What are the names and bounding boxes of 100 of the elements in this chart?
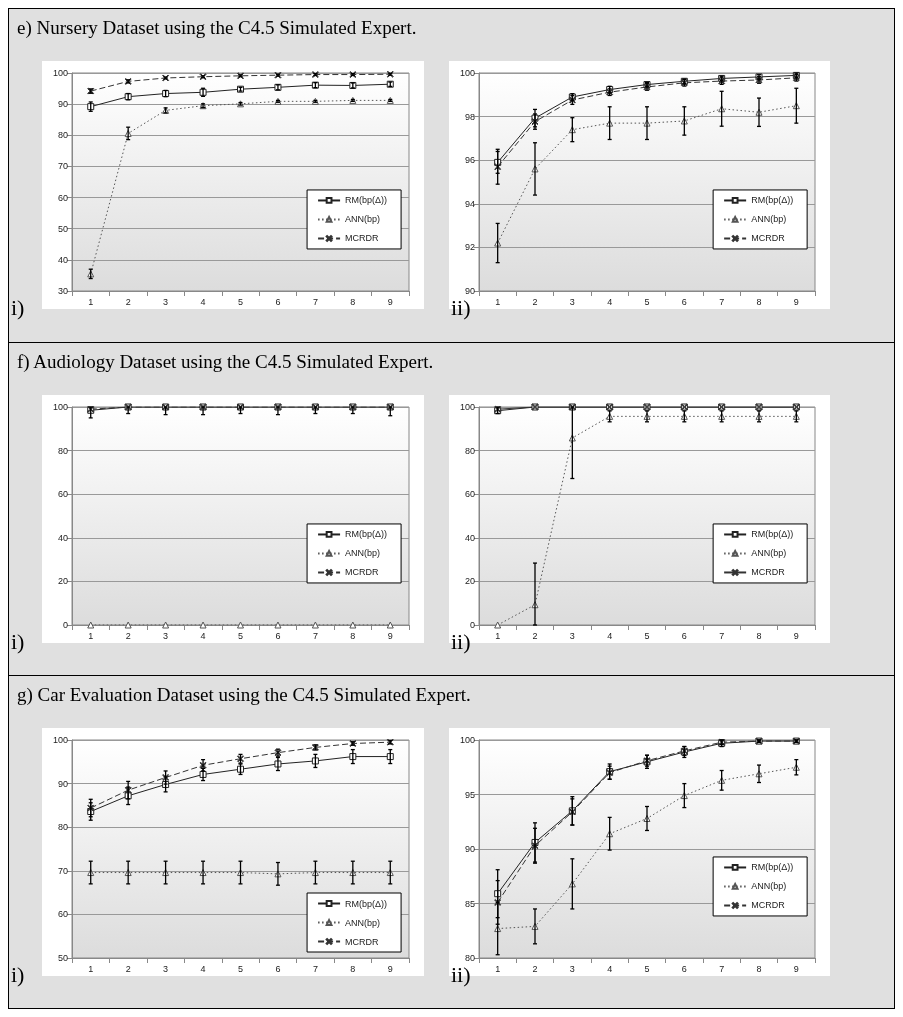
x-tick-label: 4 [200,963,206,974]
x-tick-label: 1 [495,296,501,307]
legend-label: MCRDR [751,233,786,244]
legend-label: ANN(bp) [751,548,787,559]
x-tick-label: 5 [644,296,650,307]
x-tick-label: 5 [644,963,650,974]
x-tick-label: 6 [681,296,687,307]
x-tick-label: 6 [275,296,281,307]
y-tick-label: 70 [57,161,68,172]
x-tick-label: 8 [350,296,356,307]
x-tick-label: 7 [719,296,725,307]
x-tick-label: 9 [387,630,393,641]
y-tick-label: 100 [52,735,68,745]
x-tick-label: 5 [237,963,244,974]
legend-label: RM(bp(Δ)) [345,898,388,909]
chart-title: g) Car Evaluation Dataset using the C4.5 Simulated Expert. [17,684,471,706]
y-tick-label: 80 [57,130,68,141]
y-tick-label: 100 [459,68,475,78]
y-tick-label: 90 [57,778,68,789]
y-tick-label: 30 [57,286,68,296]
x-tick-label: 3 [163,963,169,974]
x-tick-label: 8 [350,963,356,974]
x-tick-label: 9 [387,963,393,974]
x-tick-label: 9 [793,963,799,974]
y-tick-label: 0 [469,620,475,630]
x-tick-label: 6 [681,963,687,974]
x-tick-label: 7 [312,963,318,974]
x-tick-label: 8 [756,630,762,641]
legend-label: MCRDR [751,900,786,911]
legend-label: MCRDR [751,567,786,578]
y-tick-label: 60 [57,909,68,920]
x-tick-label: 9 [793,296,799,307]
y-tick-label: 60 [464,489,475,500]
x-tick-label: 6 [275,630,281,641]
y-tick-label: 94 [464,198,475,209]
legend-label: ANN(bp) [751,881,787,892]
x-tick-label: 2 [532,630,538,641]
legend-label: RM(bp(Δ)) [345,195,388,206]
legend-label: RM(bp(Δ)) [751,862,794,873]
y-tick-label: 95 [464,789,475,800]
x-tick-label: 2 [125,630,131,641]
y-tick-label: 92 [464,242,475,253]
y-tick-label: 90 [57,99,68,110]
y-tick-label: 80 [57,822,68,833]
y-tick-label: 90 [464,844,475,854]
x-tick-label: 9 [387,296,393,307]
y-tick-label: 40 [57,532,68,543]
y-tick-label: 80 [464,445,475,456]
x-tick-label: 6 [681,630,687,641]
x-tick-label: 1 [88,963,94,974]
x-tick-label: 7 [312,630,318,641]
x-tick-label: 4 [200,630,206,641]
legend-label: ANN(bp) [345,917,381,928]
x-tick-label: 5 [644,630,650,641]
x-tick-label: 1 [495,963,501,974]
x-tick-label: 5 [237,296,244,307]
legend-label: RM(bp(Δ)) [751,529,794,540]
y-tick-label: 100 [52,68,68,78]
y-tick-label: 70 [57,865,68,876]
chart-title: e) Nursery Dataset using the C4.5 Simulated Expert. [17,17,417,39]
y-tick-label: 60 [57,192,68,203]
text: i) [11,295,25,321]
legend-label: RM(bp(Δ)) [751,195,794,206]
y-tick-label: 20 [464,576,475,587]
y-tick-label: 96 [464,155,475,166]
x-tick-label: 3 [569,296,575,307]
x-tick-label: 4 [607,296,613,307]
y-tick-label: 20 [57,576,68,587]
x-tick-label: 2 [532,963,538,974]
x-tick-label: 2 [125,963,131,974]
x-tick-label: 4 [607,630,613,641]
x-tick-label: 7 [719,963,725,974]
text: ii) [451,962,471,988]
x-tick-label: 4 [200,296,206,307]
x-tick-label: 2 [532,296,538,307]
x-tick-label: 1 [495,630,501,641]
y-tick-label: 90 [464,286,475,296]
x-tick-label: 7 [312,296,318,307]
x-tick-label: 8 [350,630,356,641]
chart-title: f) Audiology Dataset using the C4.5 Simulated Expert. [17,351,434,373]
y-tick-label: 80 [464,953,475,963]
y-tick-label: 100 [459,402,475,412]
legend-label: RM(bp(Δ)) [345,529,388,540]
legend-label: ANN(bp) [345,548,381,559]
y-tick-label: 50 [57,953,68,963]
x-tick-label: 3 [163,630,169,641]
x-tick-label: 6 [275,963,281,974]
text: ii) [451,295,471,321]
legend-label: ANN(bp) [751,214,787,225]
legend-label: MCRDR [345,936,380,947]
x-tick-label: 7 [719,630,725,641]
y-tick-label: 80 [57,445,68,456]
x-tick-label: 3 [569,963,575,974]
legend-label: ANN(bp) [345,214,381,225]
x-tick-label: 5 [237,630,244,641]
x-tick-label: 4 [607,963,613,974]
y-tick-label: 60 [57,489,68,500]
text: i) [11,629,25,655]
y-tick-label: 100 [459,735,475,745]
y-tick-label: 0 [62,620,68,630]
